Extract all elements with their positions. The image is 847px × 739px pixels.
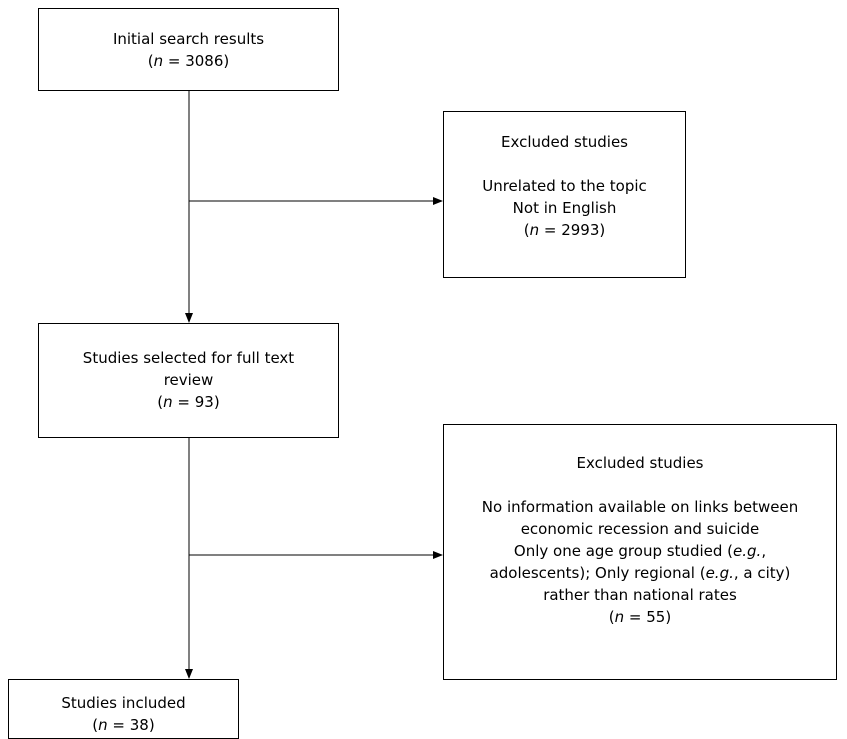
initial-search-title: Initial search results (112, 30, 265, 48)
excluded-2-title: Excluded studies (576, 454, 704, 472)
full-text-review-box: Studies selected for full text review (n… (38, 323, 339, 438)
flow-connectors (185, 91, 443, 679)
initial-search-count: (n = 3086) (147, 52, 230, 70)
full-text-count: (n = 93) (157, 393, 220, 411)
excluded-1-title: Excluded studies (501, 133, 628, 151)
excluded-2-reason-1b: economic recession and suicide (520, 520, 760, 538)
full-text-title-line-2: review (163, 371, 214, 389)
excluded-studies-box-1: Excluded studies Unrelated to the topic … (443, 111, 686, 278)
full-text-title-line-1: Studies selected for full text (82, 349, 295, 367)
excluded-1-count: (n = 2993) (523, 221, 606, 239)
studies-included-title: Studies included (61, 694, 186, 712)
excluded-2-reason-3: adolescents); Only regional (e.g., a cit… (489, 564, 791, 582)
excluded-1-reason: Not in English (512, 199, 617, 217)
excluded-studies-box-2: Excluded studies No information availabl… (443, 424, 837, 680)
initial-search-box: Initial search results (n = 3086) (38, 8, 339, 91)
excluded-1-reason: Unrelated to the topic (482, 177, 647, 195)
studies-included-count: (n = 38) (92, 716, 155, 734)
studies-included-box: Studies included (n = 38) (8, 679, 239, 739)
excluded-2-reason-2: Only one age group studied (e.g., (513, 542, 767, 560)
excluded-2-count: (n = 55) (608, 608, 672, 626)
excluded-2-reason-4: rather than national rates (543, 586, 737, 604)
excluded-2-reason-1a: No information available on links betwee… (481, 498, 799, 516)
